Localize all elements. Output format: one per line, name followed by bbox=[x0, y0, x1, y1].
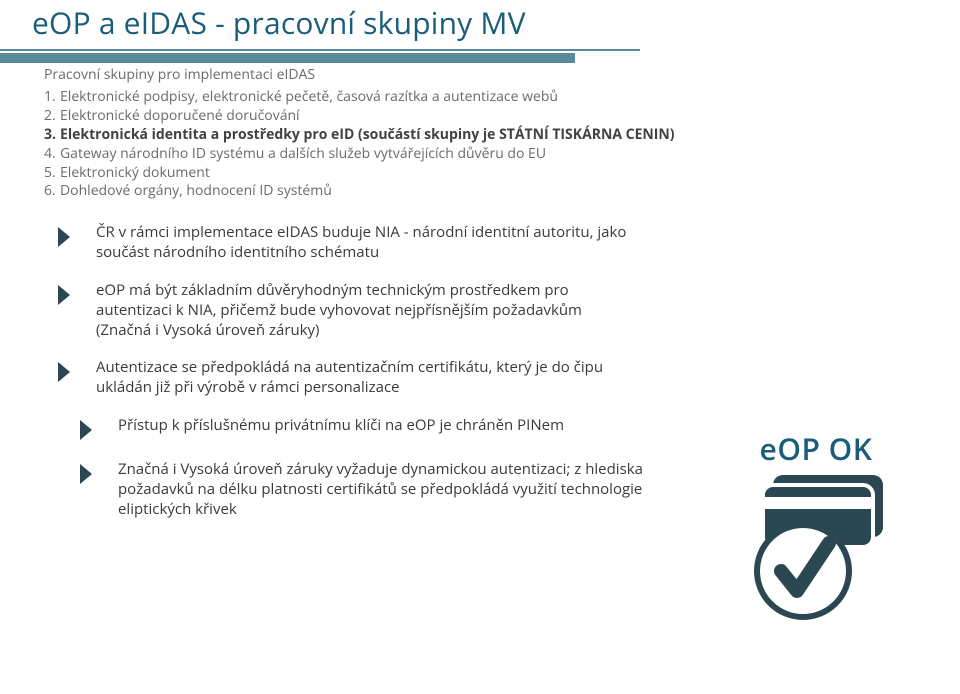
page-title: eOP a eIDAS - pracovní skupiny MV bbox=[28, 0, 920, 45]
numbered-list-item: Elektronický dokument bbox=[44, 164, 920, 183]
subheading: Pracovní skupiny pro implementaci eIDAS bbox=[44, 65, 920, 84]
numbered-list-item: Elektronické podpisy, elektronické pečet… bbox=[44, 88, 920, 107]
numbered-list-item: Elektronická identita a prostředky pro e… bbox=[44, 126, 920, 145]
numbered-list: Elektronické podpisy, elektronické pečet… bbox=[44, 88, 920, 201]
title-underline bbox=[28, 45, 920, 59]
numbered-list-item: Dohledové orgány, hodnocení ID systémů bbox=[44, 182, 920, 201]
chevron-icon bbox=[78, 462, 104, 486]
numbered-list-item: Elektronické doporučené doručování bbox=[44, 107, 920, 126]
numbered-list-item: Gateway národního ID systému a dalších s… bbox=[44, 145, 920, 164]
chevron-icon bbox=[56, 283, 82, 307]
bullet-text: Značná i Vysoká úroveň záruky vyžaduje d… bbox=[118, 460, 658, 519]
bullet-item: Autentizace se předpokládá na autentizač… bbox=[56, 358, 920, 398]
bullet-text: Autentizace se předpokládá na autentizač… bbox=[96, 358, 636, 398]
chevron-icon bbox=[56, 360, 82, 384]
bullet-text: Přístup k příslušnému privátnímu klíči n… bbox=[118, 416, 564, 436]
card-label: eOP OK bbox=[716, 428, 916, 469]
bullet-text: eOP má být základním důvěryhodným techni… bbox=[96, 281, 636, 340]
card-check-icon bbox=[741, 473, 891, 623]
bullet-text: ČR v rámci implementace eIDAS buduje NIA… bbox=[96, 223, 636, 263]
chevron-icon bbox=[78, 418, 104, 442]
card-graphic: eOP OK bbox=[716, 428, 916, 628]
bullet-item: ČR v rámci implementace eIDAS buduje NIA… bbox=[56, 223, 920, 263]
chevron-icon bbox=[56, 225, 82, 249]
bullet-item: eOP má být základním důvěryhodným techni… bbox=[56, 281, 920, 340]
